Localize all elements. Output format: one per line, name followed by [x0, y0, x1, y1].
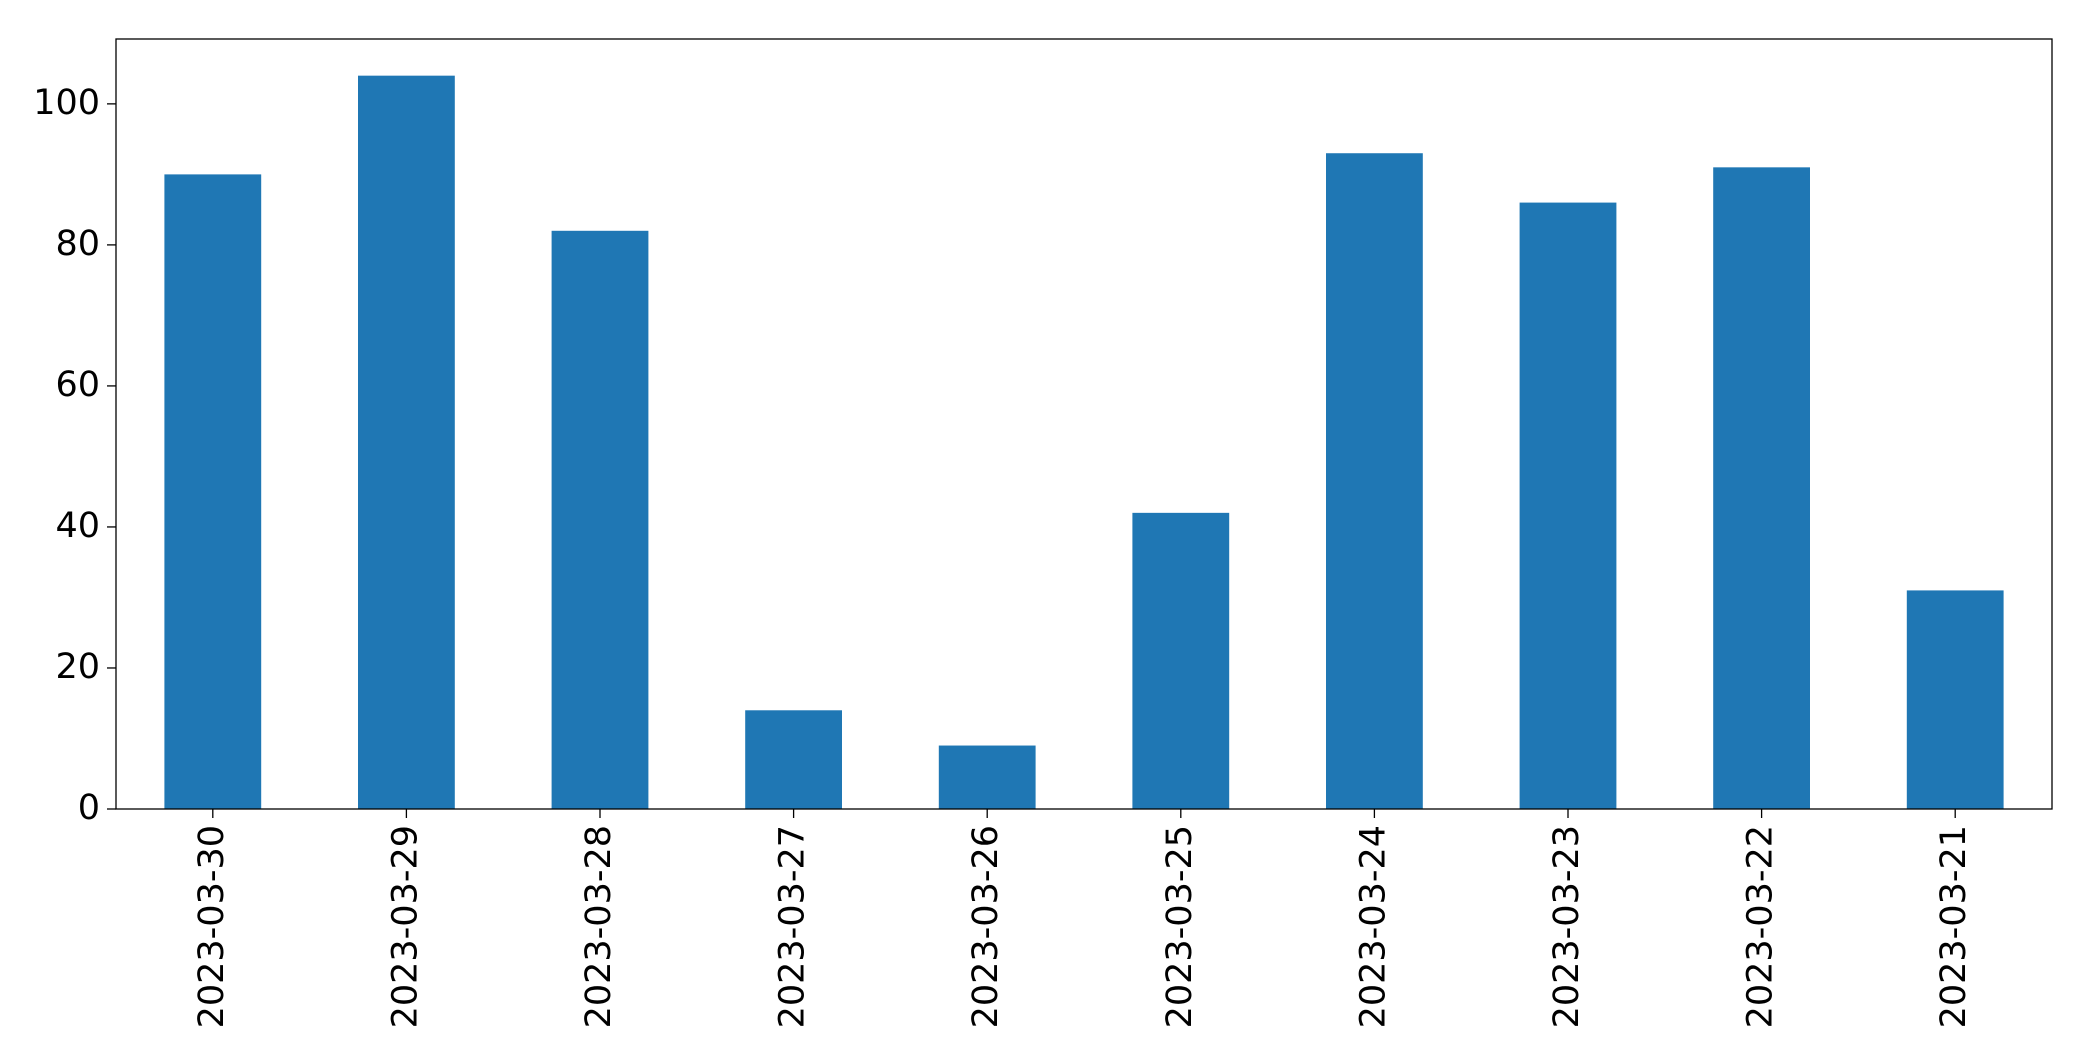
x-tick-label: 2023-03-28 — [579, 825, 619, 1028]
bar — [1906, 590, 2004, 809]
x-tick-label: 2023-03-30 — [192, 825, 232, 1028]
x-tick-label: 2023-03-23 — [1547, 825, 1587, 1028]
y-tick-label: 20 — [55, 647, 100, 687]
y-tick-label: 60 — [55, 365, 100, 405]
bar — [1713, 167, 1810, 810]
bar — [551, 230, 649, 810]
bar — [1519, 202, 1617, 810]
bar — [1326, 153, 1423, 809]
bar — [938, 745, 1036, 809]
bar — [164, 174, 262, 809]
y-tick-label: 80 — [55, 224, 100, 264]
x-tick-label: 2023-03-27 — [773, 825, 813, 1028]
bar — [745, 710, 842, 809]
x-tick-label: 2023-03-21 — [1934, 825, 1974, 1028]
x-tick-label: 2023-03-25 — [1160, 825, 1200, 1028]
y-tick-label: 40 — [55, 506, 100, 546]
bar — [1132, 512, 1230, 809]
x-tick-label: 2023-03-26 — [966, 825, 1006, 1028]
axes-frame — [115, 38, 2053, 810]
x-tick-label: 2023-03-24 — [1353, 825, 1393, 1028]
bar — [358, 75, 455, 809]
x-tick-label: 2023-03-22 — [1741, 825, 1781, 1028]
y-tick-label: 100 — [33, 83, 100, 123]
x-tick-label: 2023-03-29 — [385, 825, 425, 1028]
y-tick-label: 0 — [78, 788, 100, 828]
